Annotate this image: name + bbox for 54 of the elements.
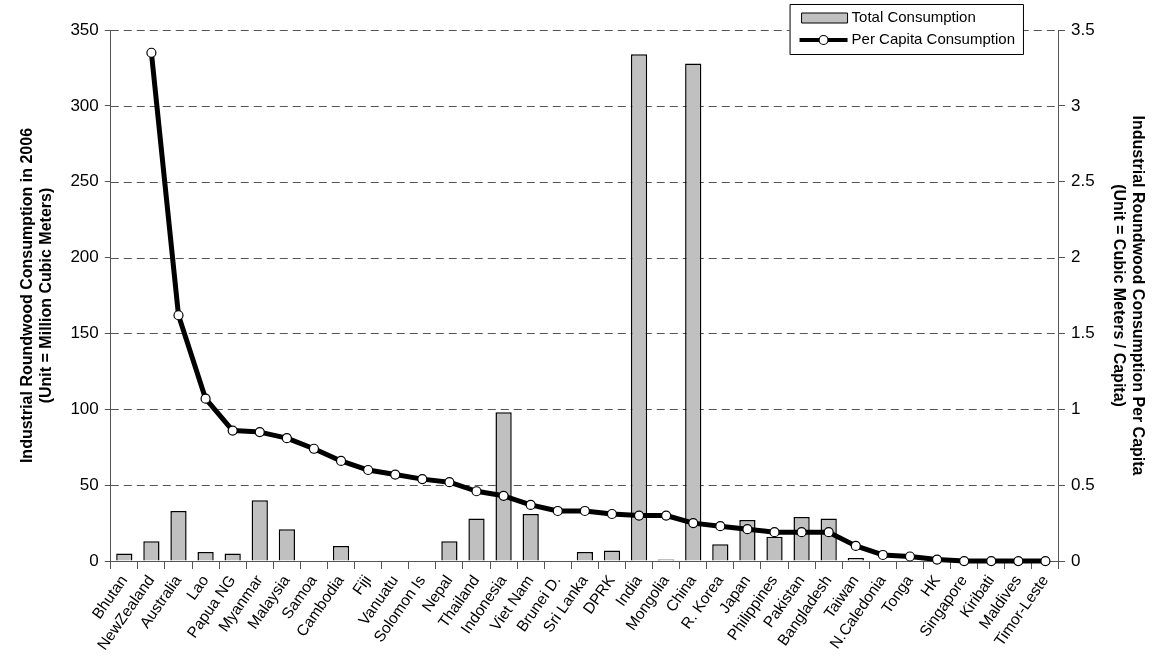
- y2-tick-label: 3.5: [1070, 19, 1095, 39]
- point: [579, 505, 590, 517]
- point: [986, 555, 997, 567]
- y2-tick-label: 2: [1070, 247, 1081, 267]
- point: [688, 518, 699, 529]
- y-tick-label: 250: [70, 171, 99, 191]
- y2-axis-title: Industrial Roundwood Consumption Per Capita (Unit = Cubic Meters / Capita): [1110, 115, 1147, 476]
- point: [444, 477, 455, 488]
- y2-tick-label: 2.5: [1070, 171, 1095, 191]
- point: [335, 455, 347, 467]
- y-axis-title: Industrial Roundwood Consumption in 2006 (Unit = Million Cubic Meters): [18, 127, 55, 464]
- y-tick-label: 50: [79, 474, 99, 494]
- legend-label: Per Capita Consumption: [851, 30, 1015, 48]
- point: [796, 527, 807, 538]
- y-tick-label: 100: [70, 399, 99, 419]
- point: [877, 549, 888, 561]
- point: [471, 486, 482, 497]
- point: [1040, 555, 1051, 567]
- y2-tick-label: 1.5: [1070, 323, 1095, 343]
- point: [281, 433, 292, 444]
- y-tick-label: 200: [70, 247, 99, 267]
- y-tick-label: 0: [89, 550, 99, 570]
- point: [552, 505, 563, 517]
- y-tick-label: 150: [70, 323, 99, 343]
- point: [390, 469, 401, 480]
- point: [633, 510, 645, 521]
- y2-tick-label: 0.5: [1070, 474, 1095, 494]
- point: [823, 527, 834, 538]
- point: [904, 551, 916, 562]
- point: [498, 490, 509, 501]
- point: [146, 47, 157, 58]
- point: [715, 521, 726, 532]
- point: [769, 527, 780, 538]
- legend-label: Total Consumption: [851, 8, 976, 26]
- point: [525, 499, 536, 511]
- point: [308, 443, 320, 454]
- point: [606, 508, 618, 520]
- y-tick-label: 300: [70, 95, 99, 115]
- point: [661, 510, 672, 521]
- point: [959, 555, 970, 567]
- point: [254, 426, 265, 438]
- point: [173, 310, 184, 321]
- y2-tick-label: 3: [1070, 95, 1081, 115]
- point: [742, 524, 753, 535]
- point: [417, 474, 428, 485]
- y2-tick-label: 0: [1070, 550, 1081, 570]
- point: [931, 554, 943, 565]
- y2-tick-label: 1: [1070, 399, 1081, 419]
- point: [363, 464, 374, 476]
- point: [200, 393, 211, 404]
- point: [227, 425, 238, 436]
- point: [850, 540, 861, 551]
- y-tick-label: 350: [70, 19, 99, 39]
- point: [1013, 555, 1024, 567]
